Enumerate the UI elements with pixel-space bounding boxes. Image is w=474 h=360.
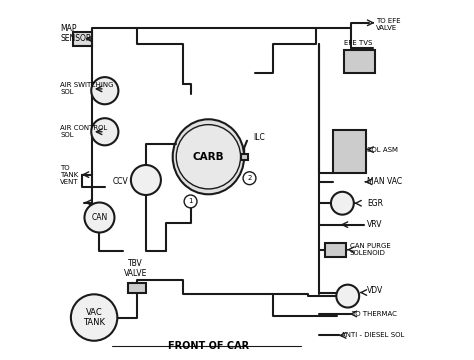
Text: ILC: ILC: [253, 132, 265, 141]
Circle shape: [131, 165, 161, 195]
Circle shape: [91, 118, 118, 145]
Text: 1: 1: [188, 198, 193, 204]
Text: CAN PURGE
SOLENOID: CAN PURGE SOLENOID: [349, 243, 390, 256]
Text: EFE TVS: EFE TVS: [344, 40, 373, 46]
Text: SOL ASM: SOL ASM: [367, 147, 398, 153]
Text: TO EFE
VALVE: TO EFE VALVE: [376, 18, 401, 31]
Text: CARB: CARB: [192, 152, 224, 162]
Bar: [333, 130, 365, 173]
Bar: [344, 50, 374, 73]
Text: TO
TANK
VENT: TO TANK VENT: [60, 165, 79, 185]
Circle shape: [337, 285, 359, 307]
Circle shape: [71, 294, 118, 341]
Ellipse shape: [173, 119, 244, 194]
Text: CAN: CAN: [91, 213, 108, 222]
Text: MAN VAC: MAN VAC: [367, 177, 402, 186]
Circle shape: [84, 203, 115, 233]
Circle shape: [91, 77, 118, 104]
Circle shape: [331, 192, 354, 215]
Text: EGR: EGR: [367, 199, 383, 208]
Text: VDV: VDV: [367, 286, 383, 295]
Circle shape: [184, 195, 197, 208]
Bar: [128, 283, 146, 293]
Text: VAC
TANK: VAC TANK: [83, 308, 105, 327]
Text: TO THERMAC: TO THERMAC: [351, 311, 397, 317]
Circle shape: [243, 172, 256, 185]
Text: FRONT OF CAR: FRONT OF CAR: [168, 341, 249, 351]
Bar: [325, 243, 346, 257]
Text: VRV: VRV: [367, 220, 383, 229]
Text: MAP
SENSOR: MAP SENSOR: [60, 24, 91, 43]
Text: TBV
VALVE: TBV VALVE: [124, 259, 147, 278]
Text: 2: 2: [247, 175, 252, 181]
Bar: [73, 32, 92, 46]
Text: ANTI - DIESEL SOL: ANTI - DIESEL SOL: [341, 332, 404, 338]
Circle shape: [176, 125, 241, 189]
Text: AIR CONTROL
SOL: AIR CONTROL SOL: [60, 125, 108, 138]
Text: AIR SWITCHING
SOL: AIR SWITCHING SOL: [60, 82, 114, 95]
Bar: [241, 154, 248, 160]
Text: CCV: CCV: [112, 177, 128, 186]
